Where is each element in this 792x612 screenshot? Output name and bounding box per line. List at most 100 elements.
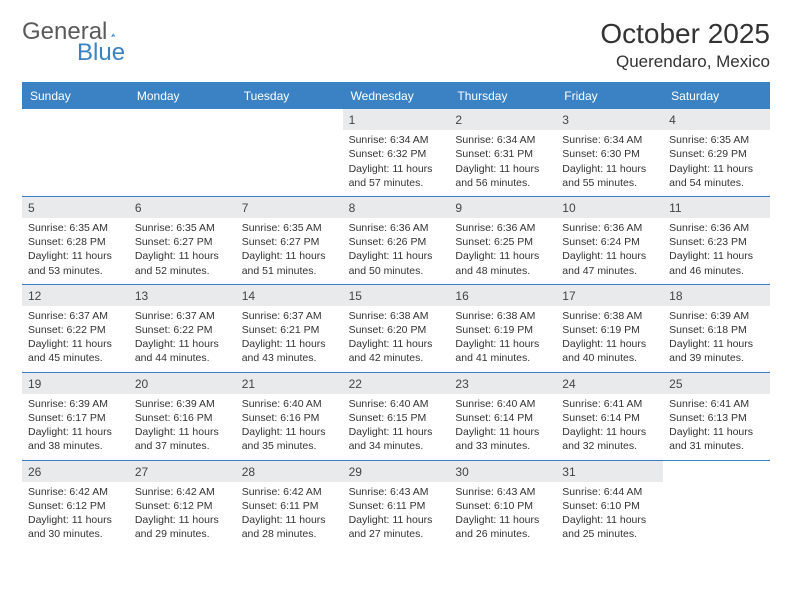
calendar-cell: 30Sunrise: 6:43 AMSunset: 6:10 PMDayligh…: [449, 460, 556, 548]
weekday-header: Friday: [556, 84, 663, 108]
sunrise-line: Sunrise: 6:38 AM: [562, 309, 657, 323]
sunset-line: Sunset: 6:31 PM: [455, 147, 550, 161]
day-body: Sunrise: 6:36 AMSunset: 6:24 PMDaylight:…: [556, 218, 663, 284]
daylight-line: Daylight: 11 hours and 29 minutes.: [135, 513, 230, 541]
calendar-cell: 22Sunrise: 6:40 AMSunset: 6:15 PMDayligh…: [343, 372, 450, 460]
sunrise-line: Sunrise: 6:34 AM: [349, 133, 444, 147]
calendar-cell: 1 Sunrise: 6:34 AMSunset: 6:32 PMDaylight…: [343, 108, 450, 196]
calendar-cell: 16 Sunrise: 6:38 AMSunset: 6:19 PMDayligh…: [449, 284, 556, 372]
daylight-line: Daylight: 11 hours and 52 minutes.: [135, 249, 230, 277]
sunrise-line: Sunrise: 6:41 AM: [669, 397, 764, 411]
day-body: Sunrise: 6:35 AMSunset: 6:29 PMDaylight:…: [663, 130, 770, 196]
weekday-header: Thursday: [449, 84, 556, 108]
day-number: 23: [449, 373, 556, 394]
day-body: Sunrise: 6:36 AMSunset: 6:23 PMDaylight:…: [663, 218, 770, 284]
daylight-line: Daylight: 11 hours and 54 minutes.: [669, 162, 764, 190]
calendar-cell: 20Sunrise: 6:39 AMSunset: 6:16 PMDayligh…: [129, 372, 236, 460]
sunrise-line: Sunrise: 6:36 AM: [562, 221, 657, 235]
sunset-line: Sunset: 6:16 PM: [135, 411, 230, 425]
sunset-line: Sunset: 6:30 PM: [562, 147, 657, 161]
weekday-header: Monday: [129, 84, 236, 108]
sunset-line: Sunset: 6:12 PM: [135, 499, 230, 513]
calendar-cell: 31Sunrise: 6:44 AMSunset: 6:10 PMDayligh…: [556, 460, 663, 548]
daylight-line: Daylight: 11 hours and 55 minutes.: [562, 162, 657, 190]
sunrise-line: Sunrise: 6:35 AM: [28, 221, 123, 235]
day-body: Sunrise: 6:37 AMSunset: 6:22 PMDaylight:…: [22, 306, 129, 372]
sunrise-line: Sunrise: 6:34 AM: [455, 133, 550, 147]
sunrise-line: Sunrise: 6:42 AM: [28, 485, 123, 499]
day-body: Sunrise: 6:43 AMSunset: 6:10 PMDaylight:…: [449, 482, 556, 548]
sunset-line: Sunset: 6:10 PM: [562, 499, 657, 513]
daylight-line: Daylight: 11 hours and 41 minutes.: [455, 337, 550, 365]
calendar-grid: SundayMondayTuesdayWednesdayThursdayFrid…: [22, 82, 770, 547]
day-body: Sunrise: 6:40 AMSunset: 6:15 PMDaylight:…: [343, 394, 450, 460]
day-body: Sunrise: 6:40 AMSunset: 6:14 PMDaylight:…: [449, 394, 556, 460]
sunrise-line: Sunrise: 6:39 AM: [135, 397, 230, 411]
day-body: Sunrise: 6:41 AMSunset: 6:13 PMDaylight:…: [663, 394, 770, 460]
day-number: 20: [129, 373, 236, 394]
sunset-line: Sunset: 6:23 PM: [669, 235, 764, 249]
day-number: 14: [236, 285, 343, 306]
daylight-line: Daylight: 11 hours and 32 minutes.: [562, 425, 657, 453]
day-number: 7: [236, 197, 343, 218]
daylight-line: Daylight: 11 hours and 53 minutes.: [28, 249, 123, 277]
day-number: 9: [449, 197, 556, 218]
sunrise-line: Sunrise: 6:38 AM: [455, 309, 550, 323]
sunset-line: Sunset: 6:11 PM: [242, 499, 337, 513]
day-body: Sunrise: 6:42 AMSunset: 6:11 PMDaylight:…: [236, 482, 343, 548]
daylight-line: Daylight: 11 hours and 31 minutes.: [669, 425, 764, 453]
calendar-cell: 10Sunrise: 6:36 AMSunset: 6:24 PMDayligh…: [556, 196, 663, 284]
sunset-line: Sunset: 6:18 PM: [669, 323, 764, 337]
day-number: 18: [663, 285, 770, 306]
day-number: 29: [343, 461, 450, 482]
daylight-line: Daylight: 11 hours and 39 minutes.: [669, 337, 764, 365]
daylight-line: Daylight: 11 hours and 51 minutes.: [242, 249, 337, 277]
day-number: 24: [556, 373, 663, 394]
day-body: Sunrise: 6:40 AMSunset: 6:16 PMDaylight:…: [236, 394, 343, 460]
day-body: Sunrise: 6:36 AMSunset: 6:25 PMDaylight:…: [449, 218, 556, 284]
daylight-line: Daylight: 11 hours and 30 minutes.: [28, 513, 123, 541]
day-body: Sunrise: 6:44 AMSunset: 6:10 PMDaylight:…: [556, 482, 663, 548]
sunrise-line: Sunrise: 6:37 AM: [242, 309, 337, 323]
day-body: Sunrise: 6:37 AMSunset: 6:21 PMDaylight:…: [236, 306, 343, 372]
title-block: October 2025 Querendaro, Mexico: [600, 18, 770, 72]
sunrise-line: Sunrise: 6:40 AM: [242, 397, 337, 411]
day-number: 1: [343, 109, 450, 130]
calendar-cell: [236, 108, 343, 196]
day-body: Sunrise: 6:42 AMSunset: 6:12 PMDaylight:…: [22, 482, 129, 548]
calendar-cell: 12Sunrise: 6:37 AMSunset: 6:22 PMDayligh…: [22, 284, 129, 372]
sunset-line: Sunset: 6:19 PM: [562, 323, 657, 337]
calendar-cell: 9Sunrise: 6:36 AMSunset: 6:25 PMDaylight…: [449, 196, 556, 284]
day-number: 16: [449, 285, 556, 306]
day-body: Sunrise: 6:35 AMSunset: 6:27 PMDaylight:…: [129, 218, 236, 284]
day-number: 2: [449, 109, 556, 130]
day-number: 30: [449, 461, 556, 482]
calendar-cell: 24Sunrise: 6:41 AMSunset: 6:14 PMDayligh…: [556, 372, 663, 460]
day-number: 4: [663, 109, 770, 130]
sunset-line: Sunset: 6:28 PM: [28, 235, 123, 249]
sunset-line: Sunset: 6:19 PM: [455, 323, 550, 337]
daylight-line: Daylight: 11 hours and 57 minutes.: [349, 162, 444, 190]
day-body: Sunrise: 6:34 AMSunset: 6:31 PMDaylight:…: [449, 130, 556, 196]
calendar-cell: 26Sunrise: 6:42 AMSunset: 6:12 PMDayligh…: [22, 460, 129, 548]
calendar-cell: [22, 108, 129, 196]
calendar-cell: 14Sunrise: 6:37 AMSunset: 6:21 PMDayligh…: [236, 284, 343, 372]
page-header: General October 2025 Querendaro, Mexico: [22, 18, 770, 72]
day-number: 19: [22, 373, 129, 394]
daylight-line: Daylight: 11 hours and 28 minutes.: [242, 513, 337, 541]
calendar-cell: 6Sunrise: 6:35 AMSunset: 6:27 PMDaylight…: [129, 196, 236, 284]
daylight-line: Daylight: 11 hours and 25 minutes.: [562, 513, 657, 541]
sunrise-line: Sunrise: 6:40 AM: [349, 397, 444, 411]
sunrise-line: Sunrise: 6:35 AM: [669, 133, 764, 147]
daylight-line: Daylight: 11 hours and 46 minutes.: [669, 249, 764, 277]
day-body: Sunrise: 6:38 AMSunset: 6:20 PMDaylight:…: [343, 306, 450, 372]
sunset-line: Sunset: 6:32 PM: [349, 147, 444, 161]
sunset-line: Sunset: 6:15 PM: [349, 411, 444, 425]
sunrise-line: Sunrise: 6:40 AM: [455, 397, 550, 411]
day-body: Sunrise: 6:39 AMSunset: 6:17 PMDaylight:…: [22, 394, 129, 460]
sunset-line: Sunset: 6:13 PM: [669, 411, 764, 425]
day-body: Sunrise: 6:36 AMSunset: 6:26 PMDaylight:…: [343, 218, 450, 284]
day-number: 22: [343, 373, 450, 394]
sunset-line: Sunset: 6:27 PM: [135, 235, 230, 249]
sunrise-line: Sunrise: 6:44 AM: [562, 485, 657, 499]
